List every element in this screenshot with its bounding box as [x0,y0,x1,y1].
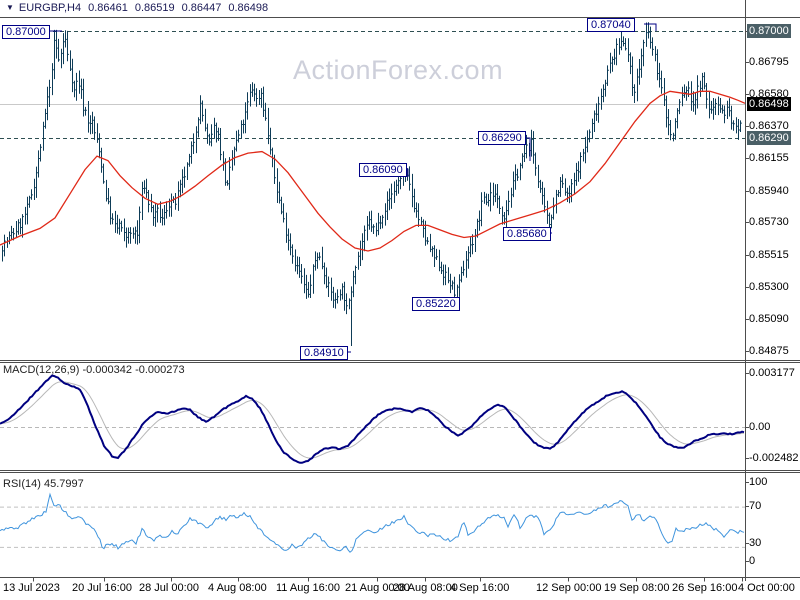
price-callout-box[interactable]: 0.85220 [412,297,460,311]
ohlc-high: 0.86519 [134,2,175,14]
macd-signal-line [0,381,745,459]
price-axis-tick: 0.86370 [749,120,789,132]
ohlc-open: 0.86461 [88,2,128,14]
symbol-marker-icon: ▼ [6,3,14,12]
time-axis-label: 21 Aug 00:00 [345,582,410,594]
price-bars [2,22,741,346]
macd-axis-tick: 0.003177 [749,367,795,379]
price-level-tag: 0.87000 [747,24,791,38]
time-axis-label: 20 Jul 16:00 [72,582,132,594]
price-callout-box[interactable]: 0.86090 [359,163,407,177]
time-axis-label: 12 Sep 00:00 [536,582,602,594]
time-axis-label: 11 Aug 16:00 [276,582,341,594]
ohlc-low: 0.86447 [181,2,222,14]
time-axis-label: 4 Aug 08:00 [208,582,267,594]
rsi-indicator-label: RSI(14) 45.7997 [3,478,84,490]
time-axis-label: 28 Aug 08:00 [393,582,458,594]
moving-average-line [0,90,745,252]
rsi-axis-tick: 100 [749,476,768,488]
price-callout-box[interactable]: 0.84910 [300,346,348,360]
time-axis-label: 4 Sep 16:00 [450,582,510,594]
watermark: ActionForex.com [293,55,504,85]
price-axis-tick: 0.86155 [749,152,789,164]
time-axis-label: 28 Jul 00:00 [139,582,199,594]
chart-header: ▼ EURGBP,H4 0.86461 0.86519 0.86447 0.86498 [6,2,275,14]
price-callout-box[interactable]: 0.86290 [478,131,526,145]
symbol-period-label: EURGBP,H4 [18,2,82,14]
rsi-axis-tick: 30 [749,537,762,549]
price-bar-close-ticks [2,31,742,307]
price-axis-tick: 0.85090 [749,313,789,325]
macd-indicator-label: MACD(12,26,9) -0.000342 -0.000273 [3,364,185,376]
time-axis-label: 19 Sep 08:00 [604,582,670,594]
price-callout-box[interactable]: 0.87000 [2,25,50,39]
rsi-line [0,492,745,553]
time-axis-label: 4 Oct 00:00 [738,582,795,594]
macd-main-line [0,374,745,464]
macd-axis-tick: 0.00 [749,421,771,433]
price-axis-tick: 0.85940 [749,185,789,197]
price-axis-tick: 0.84875 [749,345,789,357]
rsi-axis-tick: 0 [749,555,756,567]
price-axis-tick: 0.85300 [749,281,789,293]
price-axis-tick: 0.85515 [749,249,789,261]
macd-panel[interactable] [0,374,745,464]
time-axis-label: 13 Jul 2023 [3,582,60,594]
price-callout-box[interactable]: 0.87040 [587,18,635,32]
rsi-panel[interactable] [0,492,745,553]
time-axis-label: 26 Sep 16:00 [672,582,738,594]
ohlc-close: 0.86498 [228,2,269,14]
price-axis-tick: 0.85730 [749,216,789,228]
price-axis-tick: 0.86795 [749,56,789,68]
price-callout-box[interactable]: 0.85680 [503,227,551,241]
rsi-axis-tick: 70 [749,500,762,512]
panel-borders [0,0,800,582]
current-price-tag: 0.86498 [747,97,791,111]
price-level-tag: 0.86290 [747,131,791,145]
macd-axis-tick: -0.002482 [749,452,799,464]
